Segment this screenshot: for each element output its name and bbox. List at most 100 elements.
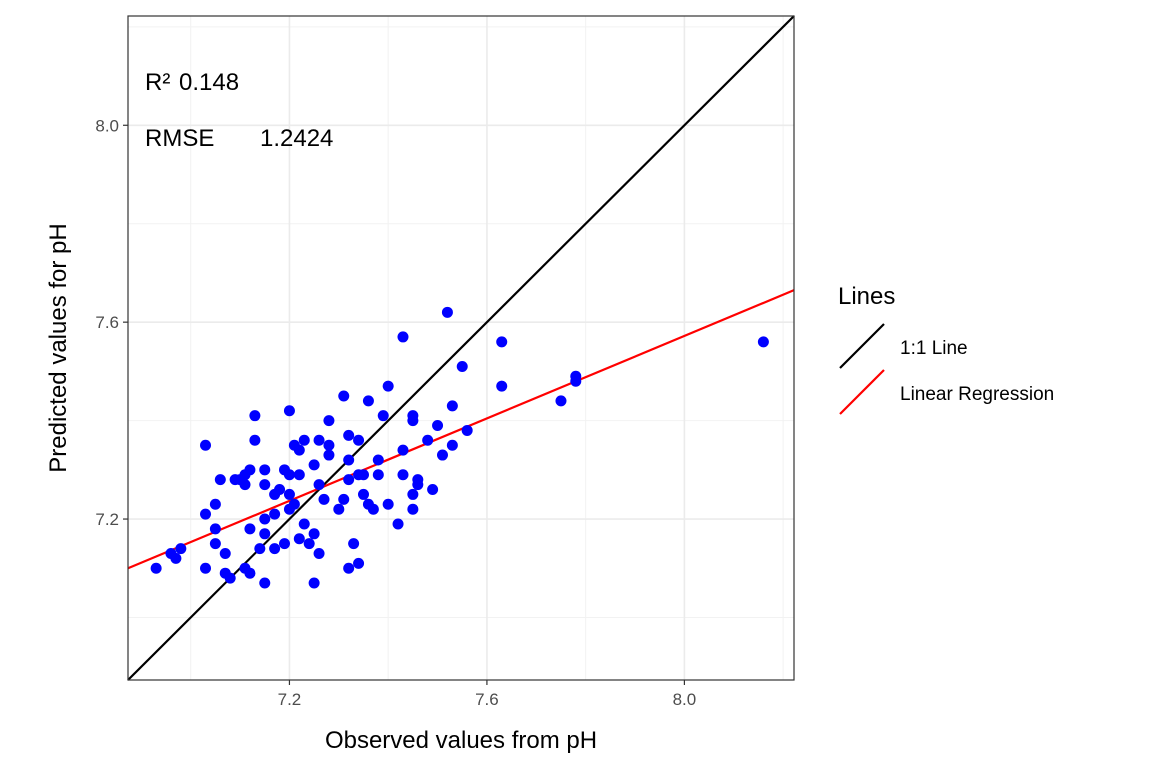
y-axis-ticks: 7.2 7.6 8.0 [95, 116, 128, 529]
data-point [555, 395, 567, 407]
linear-regression-line [127, 289, 795, 570]
data-point [283, 405, 295, 417]
data-point [372, 469, 384, 481]
data-point [412, 474, 424, 486]
data-point [150, 562, 162, 574]
data-point [269, 543, 281, 555]
data-point [382, 380, 394, 392]
data-point [269, 508, 281, 520]
data-point [382, 498, 394, 510]
legend-label-one-to-one: 1:1 Line [900, 338, 968, 359]
one-to-one-line [127, 15, 795, 681]
data-point [397, 469, 409, 481]
y-tick-label: 8.0 [95, 116, 119, 135]
r2-value: 0.148 [179, 69, 239, 96]
data-point [323, 415, 335, 427]
data-point [224, 572, 236, 584]
data-point [407, 503, 419, 515]
data-point [170, 552, 182, 564]
data-point [397, 331, 409, 343]
data-point [244, 567, 256, 579]
data-point [496, 380, 508, 392]
data-point [397, 444, 409, 456]
data-point [343, 562, 355, 574]
data-point [757, 336, 769, 348]
data-point [313, 479, 325, 491]
legend-key-one-to-one [839, 323, 885, 369]
legend-key-linear-regression [839, 369, 885, 415]
rmse-label: RMSE [145, 125, 214, 152]
panel-border [127, 15, 795, 681]
data-point [200, 508, 212, 520]
data-point [209, 538, 221, 550]
data-point [441, 306, 453, 318]
data-point [343, 474, 355, 486]
x-tick-label: 8.0 [673, 690, 697, 709]
data-point [214, 474, 226, 486]
data-point [303, 538, 315, 550]
data-point [274, 484, 286, 496]
data-point [259, 577, 271, 589]
data-point [357, 469, 369, 481]
data-point [244, 523, 256, 535]
data-point [496, 336, 508, 348]
x-tick-label: 7.6 [475, 690, 499, 709]
legend: Lines 1:1 Line Linear Regression [838, 283, 1054, 415]
data-point [259, 479, 271, 491]
data-point [298, 434, 310, 446]
data-point [283, 488, 295, 500]
data-point [313, 548, 325, 560]
data-point [461, 424, 473, 436]
data-point [244, 464, 256, 476]
legend-title: Lines [838, 283, 895, 310]
data-point [279, 538, 291, 550]
data-point [288, 498, 300, 510]
legend-label-linear-regression: Linear Regression [900, 384, 1054, 405]
data-point [446, 400, 458, 412]
data-point [209, 523, 221, 535]
data-point [446, 439, 458, 451]
data-point [293, 469, 305, 481]
data-point [362, 395, 374, 407]
data-point [313, 434, 325, 446]
data-point [353, 434, 365, 446]
data-point [219, 548, 231, 560]
x-axis-title: Observed values from pH [325, 727, 597, 754]
data-point [323, 449, 335, 461]
data-point [175, 543, 187, 555]
data-point [308, 459, 320, 471]
data-point [392, 518, 404, 530]
data-point [456, 360, 468, 372]
data-point [293, 444, 305, 456]
grid-lines [128, 16, 794, 680]
x-tick-label: 7.2 [278, 690, 302, 709]
data-point [323, 439, 335, 451]
data-point [318, 493, 330, 505]
data-point [427, 484, 439, 496]
data-point [357, 488, 369, 500]
data-points [150, 306, 769, 589]
data-point [200, 439, 212, 451]
r2-label: R² [145, 69, 170, 96]
data-point [200, 562, 212, 574]
data-point [372, 454, 384, 466]
data-point [283, 469, 295, 481]
data-point [343, 454, 355, 466]
data-point [407, 488, 419, 500]
y-tick-label: 7.2 [95, 510, 119, 529]
data-point [353, 557, 365, 569]
data-point [333, 503, 345, 515]
data-point [308, 577, 320, 589]
data-point [422, 434, 434, 446]
data-point [239, 479, 251, 491]
data-point [407, 410, 419, 422]
data-point [570, 370, 582, 382]
data-point [338, 493, 350, 505]
data-point [293, 533, 305, 545]
data-point [249, 410, 261, 422]
data-point [343, 429, 355, 441]
data-point [259, 464, 271, 476]
data-point [432, 420, 444, 432]
data-point [377, 410, 389, 422]
